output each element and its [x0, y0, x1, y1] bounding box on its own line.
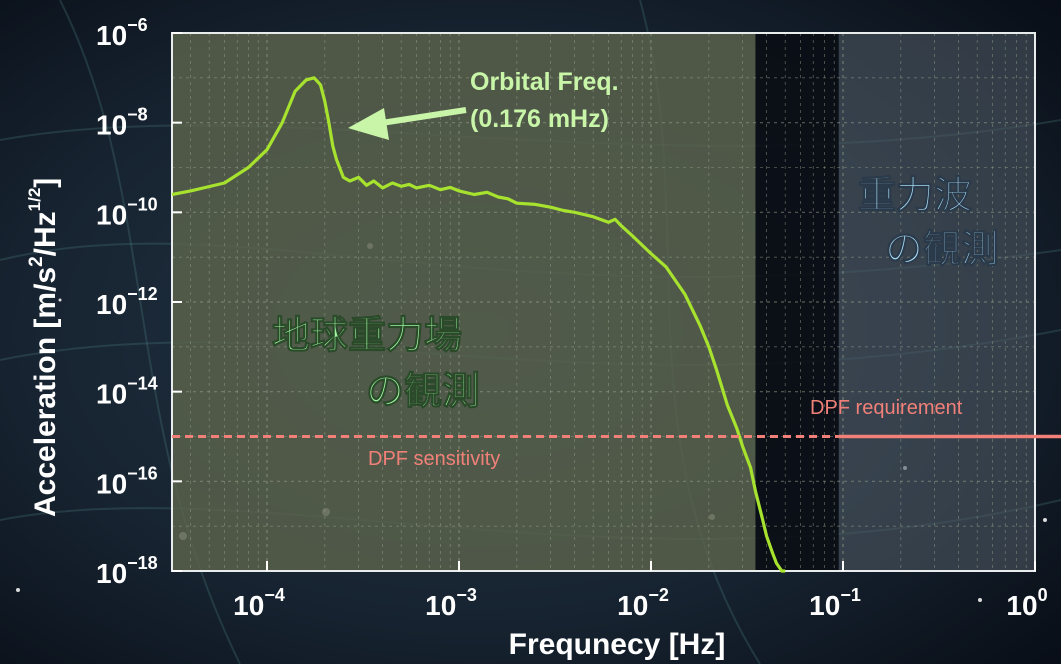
y-tick-label-6: 10−18: [96, 553, 158, 589]
y-tick-exp: −14: [127, 374, 158, 394]
bg-star-8: [58, 298, 62, 302]
y-tick-exp: −16: [127, 463, 158, 483]
y-tick-exp: −10: [127, 194, 158, 214]
y-tick-label-2: 10−10: [96, 194, 158, 230]
x-tick-base: 10: [1006, 590, 1037, 621]
x-tick-label-4: 100: [1006, 585, 1047, 621]
grid: [172, 32, 1036, 572]
bg-star-9: [978, 598, 982, 602]
y-tick-label-0: 10−6: [96, 15, 148, 51]
x-tick-label-0: 10−4: [233, 585, 285, 621]
region-gw-line2: の観測: [885, 227, 999, 271]
x-tick-base: 10: [425, 590, 456, 621]
y-tick-base: 10: [96, 558, 127, 589]
y-tick-exp: −6: [127, 15, 148, 35]
y-axis-title-sup: 1/2: [25, 188, 44, 212]
region-earth-line2: の観測: [366, 369, 480, 413]
bg-star-4: [16, 588, 20, 592]
y-tick-base: 10: [96, 468, 127, 499]
x-tick-exp: −2: [648, 585, 669, 605]
series: [171, 76, 786, 573]
y-axis-title-main: Acceleration [m/s: [29, 267, 62, 517]
y-axis-title-end: ]: [29, 178, 62, 188]
orbital-label-line2: (0.176 mHz): [470, 105, 609, 133]
y-axis-title-mid: /Hz: [29, 211, 62, 256]
orbital-annotation: Orbital Freq. (0.176 mHz): [348, 68, 619, 140]
x-tick-label-2: 10−2: [617, 585, 669, 621]
y-tick-base: 10: [96, 110, 127, 141]
x-tick-label-3: 10−1: [809, 585, 861, 621]
dpf-sensitivity-label: DPF sensitivity: [368, 448, 500, 470]
x-tick-exp: 0: [1038, 585, 1048, 605]
y-tick-exp: −18: [127, 553, 158, 573]
orbital-arrow-head: [348, 108, 389, 140]
y-tick-base: 10: [96, 289, 127, 320]
x-tick-base: 10: [617, 590, 648, 621]
y-axis-title-sup2: 2: [26, 256, 47, 267]
x-tick-exp: −3: [456, 585, 477, 605]
y-tick-exp: −12: [127, 284, 158, 304]
y-tick-label-3: 10−12: [96, 284, 158, 320]
y-tick-exp: −8: [127, 105, 148, 125]
orbital-label-line1: Orbital Freq.: [470, 68, 619, 96]
bg-star-5: [138, 108, 142, 112]
y-tick-base: 10: [96, 379, 127, 410]
region-earth: [172, 33, 756, 571]
y-axis-title: Acceleration [m/s2/Hz1/2]: [25, 178, 62, 517]
region-earth-line1: 地球重力場: [272, 313, 462, 357]
x-tick-exp: −4: [264, 585, 285, 605]
x-tick-base: 10: [233, 590, 264, 621]
bg-star-6: [1043, 518, 1047, 522]
region-earth-label: 地球重力場 の観測: [272, 313, 481, 414]
ticks: 10−4 10−3 10−2 10−1 10010−610−810−1010−1210−…: [96, 15, 1048, 621]
y-tick-label-1: 10−8: [96, 105, 148, 141]
x-tick-label-1: 10−3: [425, 585, 477, 621]
y-tick-base: 10: [96, 199, 127, 230]
x-tick-base: 10: [809, 590, 840, 621]
series-line-0: [171, 76, 786, 573]
region-gw-line1: 重力波: [858, 173, 972, 217]
orbital-arrow-line: [374, 107, 467, 127]
y-tick-label-5: 10−16: [96, 463, 158, 499]
y-tick-label-4: 10−14: [96, 374, 158, 410]
x-tick-exp: −1: [840, 585, 861, 605]
x-axis-title: Frequnecy [Hz]: [509, 628, 726, 661]
y-tick-base: 10: [96, 20, 127, 51]
region-gw-label: 重力波 の観測: [858, 173, 1000, 272]
dpf-requirement-label: DPF requirement: [810, 397, 963, 419]
